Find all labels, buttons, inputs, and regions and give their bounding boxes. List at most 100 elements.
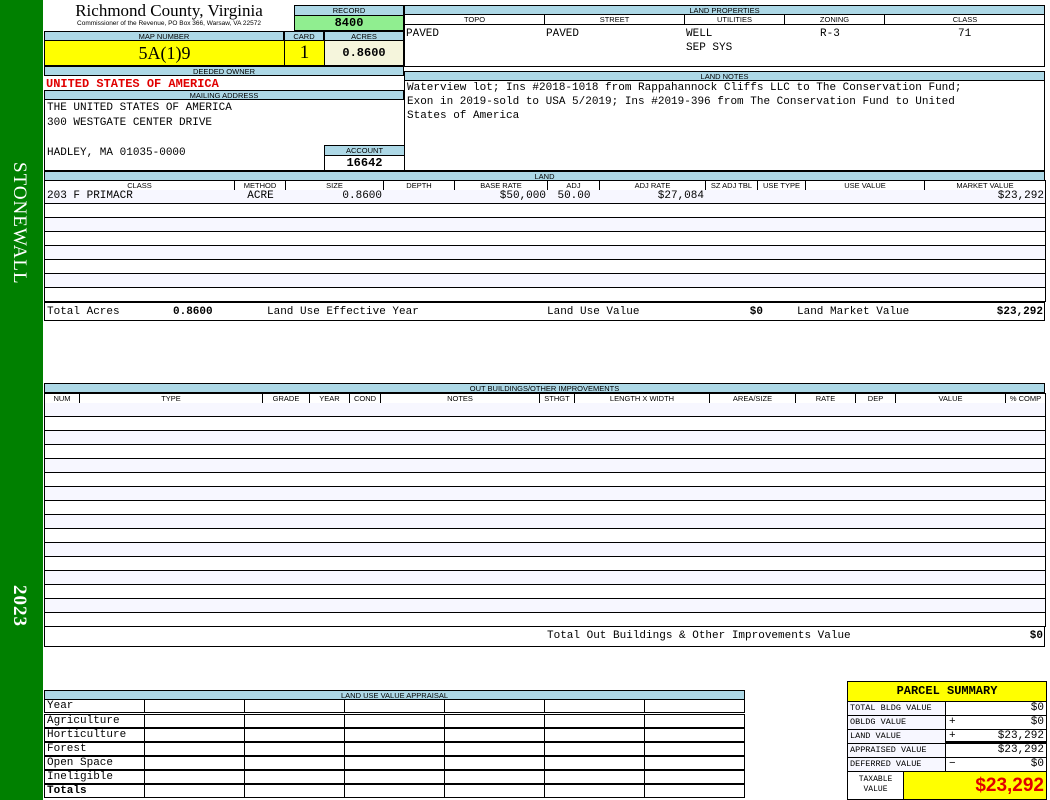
land-use-cell (545, 700, 645, 712)
land-header-row: CLASS METHOD SIZE DEPTH BASE RATE ADJ ADJ RATE… (44, 180, 1046, 191)
land-use-cell (245, 757, 345, 769)
land-use-cell (145, 757, 245, 769)
land-property-value: PAVED (406, 28, 440, 40)
land-row (44, 204, 1046, 218)
land-cell (806, 190, 925, 203)
outbuilding-row (44, 445, 1046, 459)
land-use-cell (445, 743, 545, 755)
summary-row-value-cell: $23,292 (945, 743, 1047, 758)
taxable-value-label: TAXABLE VALUE (847, 771, 904, 800)
deeded-owner-name: UNITED STATES OF AMERICA (46, 77, 219, 91)
outbuilding-row (44, 487, 1046, 501)
land-use-cell (345, 700, 445, 712)
summary-row-value-cell: − $0 (945, 757, 1047, 772)
summary-value: $0 (1030, 758, 1044, 770)
outbuilding-row (44, 529, 1046, 543)
summary-row-label: LAND VALUE (847, 729, 946, 744)
land-cell: 203 F PRIMACR (47, 190, 133, 202)
address-line (47, 131, 402, 146)
summary-value: $0 (1030, 716, 1044, 728)
land-cell (706, 190, 758, 203)
land-use-cell (345, 757, 445, 769)
land-use-cell (345, 729, 445, 741)
land-cell: $27,084 (657, 190, 704, 202)
land-use-value: $0 (749, 306, 763, 318)
county-title: Richmond County, Virginia (75, 1, 263, 20)
record-value: 8400 (294, 15, 404, 31)
land-use-cell (245, 743, 345, 755)
parcel-summary-title: PARCEL SUMMARY (847, 681, 1047, 702)
land-cell: ACRE (247, 190, 274, 202)
land-use-cell (445, 785, 545, 797)
land-use-row: Horticulture (44, 728, 745, 742)
land-use-row: Ineligible (44, 770, 745, 784)
land-use-row: Agriculture (44, 714, 745, 728)
account-value: 16642 (324, 155, 405, 171)
land-use-cell (545, 771, 645, 783)
land-market-value: $23,292 (996, 306, 1043, 318)
county-subtitle: Commissioner of the Revenue, PO Box 366,… (77, 20, 261, 27)
land-use-cell (445, 715, 545, 727)
land-row (44, 260, 1046, 274)
land-use-effective-year-label: Land Use Effective Year (267, 306, 419, 318)
summary-row-value-cell: $0 (945, 701, 1047, 716)
summary-operator: + (949, 716, 956, 728)
utilities-extra-value: SEP SYS (686, 42, 733, 54)
summary-row-label: APPRAISED VALUE (847, 743, 946, 758)
land-use-row-label: Totals (45, 785, 145, 797)
land-use-cell (545, 757, 645, 769)
land-row (44, 288, 1046, 302)
land-use-cell (645, 715, 745, 727)
land-use-cell (345, 785, 445, 797)
map-number-value: 5A(1)9 (44, 40, 285, 66)
outbuilding-row (44, 515, 1046, 529)
land-use-row-label: Year (45, 700, 145, 712)
land-market-value-label: Land Market Value (797, 306, 910, 318)
land-notes-text: Waterview lot; Ins #2018-1018 from Rappa… (404, 80, 1045, 171)
land-row: 203 F PRIMACR ACRE 0.8600 $50,000 50.00 $27,0… (44, 190, 1046, 204)
land-property-header: STREET (544, 15, 685, 25)
land-use-row: Year (44, 699, 745, 713)
land-property-header: ZONING (784, 15, 885, 25)
summary-operator: + (949, 730, 956, 742)
land-use-row-label: Horticulture (45, 729, 145, 741)
land-use-cell (245, 771, 345, 783)
land-row (44, 246, 1046, 260)
land-use-row: Open Space (44, 756, 745, 770)
land-use-cell (345, 771, 445, 783)
land-use-cell (145, 743, 245, 755)
land-property-value: 71 (958, 28, 972, 40)
outbuilding-row (44, 571, 1046, 585)
land-use-row-label: Open Space (45, 757, 145, 769)
summary-row-label: DEFERRED VALUE (847, 757, 946, 772)
land-use-cell (645, 757, 745, 769)
deeded-owner-label: DEEDED OWNER (44, 66, 404, 76)
land-use-cell (645, 771, 745, 783)
address-line: THE UNITED STATES OF AMERICA (47, 102, 232, 114)
land-property-header: CLASS (884, 15, 1044, 25)
land-row (44, 232, 1046, 246)
land-use-cell (445, 771, 545, 783)
land-use-cell (445, 729, 545, 741)
total-acres-label: Total Acres (47, 306, 120, 318)
land-cell (758, 190, 806, 203)
land-use-row: Totals (44, 784, 745, 798)
land-property-value: WELL (686, 28, 713, 40)
land-use-cell (245, 700, 345, 712)
land-use-value-label: Land Use Value (547, 306, 640, 318)
outbuildings-total-label: Total Out Buildings & Other Improvements… (547, 630, 851, 642)
outbuilding-row (44, 613, 1046, 627)
address-line: 300 WESTGATE CENTER DRIVE (47, 117, 213, 129)
land-cell: $50,000 (499, 190, 546, 202)
outbuilding-row (44, 459, 1046, 473)
land-use-row: Forest (44, 742, 745, 756)
land-use-cell (245, 715, 345, 727)
land-use-cell (645, 729, 745, 741)
card-value: 1 (284, 40, 325, 66)
outbuilding-header-row: NUM TYPE GRADE YEAR COND NOTES STHGT LENGTH X W… (44, 393, 1046, 404)
outbuilding-row (44, 417, 1046, 431)
land-use-cell (545, 729, 645, 741)
land-notes-label: LAND NOTES (404, 71, 1045, 81)
land-property-header: TOPO (405, 15, 545, 25)
land-use-cell (145, 771, 245, 783)
